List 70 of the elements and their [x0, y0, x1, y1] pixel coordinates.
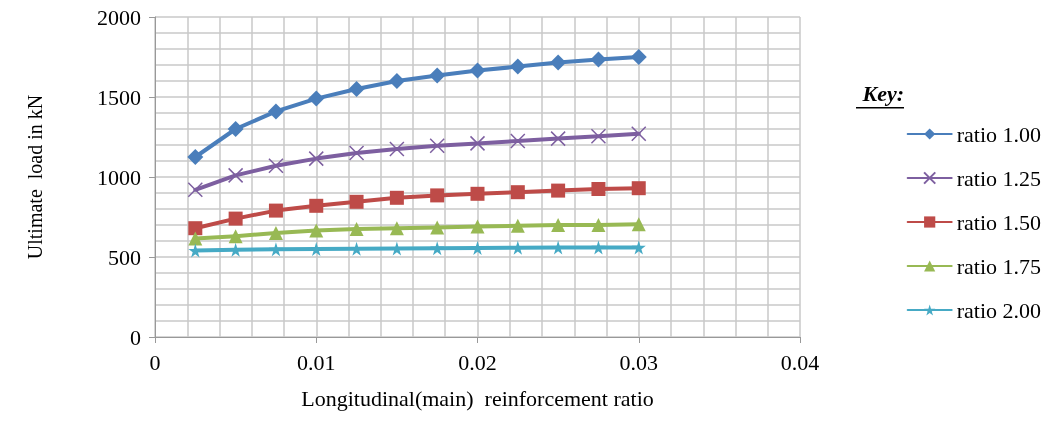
- point: [631, 217, 646, 232]
- point: [469, 62, 486, 79]
- point: [267, 103, 284, 120]
- point: [551, 183, 566, 198]
- legend-label: ratio 2.00: [956, 297, 1042, 323]
- point: [430, 188, 445, 203]
- point: [591, 218, 606, 232]
- legend-label: ratio 1.75: [956, 253, 1042, 279]
- point: [389, 190, 404, 205]
- point: [389, 141, 405, 157]
- point: [631, 240, 646, 255]
- x-tick-label: 0.04: [780, 349, 820, 375]
- y-tick-label: 0: [130, 324, 141, 350]
- point: [268, 242, 283, 257]
- point: [349, 194, 364, 209]
- point: [510, 133, 526, 149]
- point: [551, 218, 566, 232]
- point: [188, 221, 203, 236]
- y-axis-title: Ultimate load in kN: [24, 94, 46, 260]
- y-tick-label: 1000: [97, 164, 141, 190]
- point: [349, 222, 364, 236]
- point: [268, 158, 284, 174]
- y-tick-label: 2000: [97, 4, 141, 30]
- point: [309, 223, 324, 238]
- point: [631, 181, 646, 196]
- legend-label: ratio 1.25: [956, 165, 1042, 191]
- x-axis-title: Longitudinal(main) reinforcement ratio: [301, 385, 654, 411]
- legend-title: Key:: [861, 80, 904, 106]
- point: [430, 220, 445, 235]
- x-tick-label: 0.03: [619, 349, 658, 375]
- point: [509, 58, 526, 75]
- y-tick-label: 1500: [97, 84, 141, 110]
- point: [550, 54, 567, 71]
- point: [429, 138, 445, 154]
- point: [309, 198, 324, 213]
- point: [308, 150, 324, 167]
- point: [268, 226, 283, 240]
- point: [389, 221, 404, 236]
- point: [228, 229, 243, 244]
- point: [590, 51, 607, 68]
- point: [429, 67, 446, 84]
- point: [470, 219, 485, 234]
- point: [308, 90, 325, 107]
- point: [348, 81, 365, 97]
- point: [469, 135, 486, 152]
- legend-label: ratio 1.50: [956, 209, 1042, 235]
- point: [188, 231, 203, 246]
- legend-label: ratio 1.00: [956, 121, 1042, 147]
- point: [631, 126, 647, 142]
- point: [510, 185, 525, 200]
- point: [348, 145, 365, 161]
- x-tick-label: 0.02: [458, 349, 497, 375]
- point: [388, 73, 405, 89]
- y-tick-label: 500: [108, 244, 141, 270]
- x-tick-label: 0: [149, 349, 161, 375]
- point: [550, 130, 566, 147]
- point: [187, 182, 204, 198]
- point: [590, 128, 607, 144]
- point: [510, 218, 525, 233]
- point: [227, 121, 244, 137]
- point: [630, 49, 647, 65]
- point: [591, 182, 606, 196]
- x-tick-label: 0.01: [297, 349, 336, 375]
- point: [227, 167, 244, 184]
- point: [591, 240, 606, 255]
- point: [430, 241, 445, 256]
- point: [228, 211, 243, 226]
- point: [470, 186, 485, 201]
- point: [187, 149, 204, 165]
- point: [268, 203, 283, 218]
